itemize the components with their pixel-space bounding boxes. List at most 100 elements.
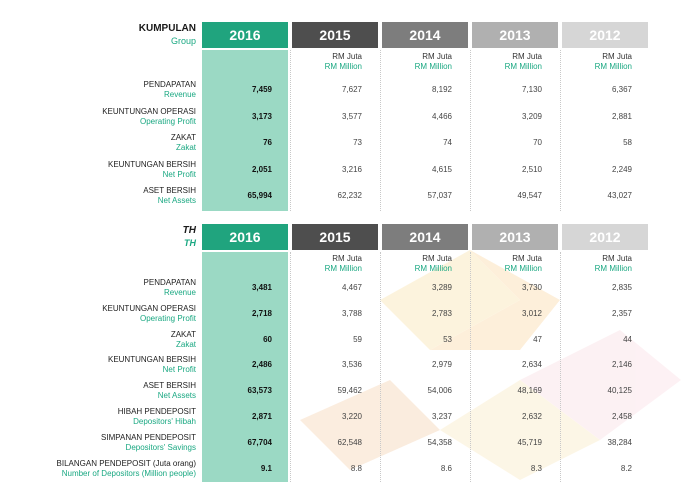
cell-2012: 58	[623, 138, 632, 147]
column-divider	[560, 252, 561, 483]
cell-2015: 62,548	[337, 437, 362, 447]
section-title-en: Group	[170, 36, 196, 46]
column-divider	[470, 50, 471, 211]
row-label: ASET BERSIH Net Assets	[0, 381, 196, 401]
row-label-en: Net Profit	[162, 169, 196, 179]
cell-2012: 2,458	[611, 412, 632, 421]
section-title: TH TH	[0, 225, 196, 249]
cell-2012: 8.2	[620, 463, 632, 473]
cell-2013: 3,209	[521, 111, 542, 121]
unit-en: RM Million	[504, 264, 542, 273]
year-header-2016: 2016	[202, 22, 288, 48]
cell-2015: 3,577	[341, 111, 362, 121]
unit-ms: RM Juta	[422, 254, 452, 263]
cell-2016: 2,051	[251, 164, 272, 174]
section-title: KUMPULAN Group	[0, 23, 196, 47]
unit-ms: RM Juta	[422, 52, 452, 61]
cell-2014: 74	[443, 138, 452, 147]
cell-2016: 3,481	[251, 283, 272, 292]
cell-2013: 49,547	[517, 191, 542, 200]
column-divider	[560, 50, 561, 211]
cell-2014: 57,037	[427, 191, 452, 200]
row-label-en: Zakat	[175, 143, 196, 152]
cell-2012: 2,357	[611, 308, 632, 318]
unit-en: RM Million	[594, 62, 632, 71]
cell-2016: 2,486	[251, 360, 272, 370]
cell-2012: 2,146	[611, 360, 632, 370]
unit-ms: RM Juta	[332, 52, 362, 61]
year-header-2012: 2012	[562, 224, 648, 250]
row-label-en: Net Assets	[157, 391, 196, 401]
row-label: BILANGAN PENDEPOSIT (Juta orang) Number o…	[0, 459, 196, 479]
year-header-2012: 2012	[562, 22, 648, 48]
cell-2015: 59,462	[337, 386, 362, 396]
cell-2015: 59	[353, 334, 362, 344]
cell-2014: 3,237	[431, 412, 452, 421]
cell-2014: 54,358	[427, 437, 452, 447]
unit-en: RM Million	[324, 264, 362, 273]
cell-2015: 8.8	[350, 463, 362, 473]
unit-ms: RM Juta	[602, 52, 632, 61]
unit-ms: RM Juta	[602, 254, 632, 263]
section-title-ms: TH	[182, 225, 196, 236]
cell-2012: 2,249	[611, 164, 632, 174]
cell-2013: 2,632	[521, 412, 542, 421]
cell-2016: 67,704	[247, 437, 272, 447]
cell-2014: 2,979	[431, 360, 452, 370]
row-label: ASET BERSIH Net Assets	[0, 186, 196, 206]
row-label-en: Revenue	[163, 288, 196, 297]
cell-2015: 3,220	[341, 412, 362, 421]
unit-en: RM Million	[594, 264, 632, 273]
column-divider	[470, 252, 471, 483]
cell-2014: 8.6	[440, 463, 452, 473]
row-label-ms: HIBAH PENDEPOSIT	[117, 407, 196, 416]
row-label-ms: BILANGAN PENDEPOSIT (Juta orang)	[56, 458, 196, 468]
cell-2013: 2,634	[521, 360, 542, 370]
cell-2014: 2,783	[431, 308, 452, 318]
row-label-en: Number of Depositors (Million people)	[61, 468, 196, 478]
row-label-en: Depositors' Hibah	[133, 417, 196, 426]
row-label: KEUNTUNGAN BERSIH Net Profit	[0, 355, 196, 375]
row-label-ms: PENDAPATAN	[143, 278, 196, 287]
year-header-2013: 2013	[472, 22, 558, 48]
unit-en: RM Million	[504, 62, 542, 71]
year-header-2016: 2016	[202, 224, 288, 250]
cell-2014: 3,289	[431, 283, 452, 292]
year-header-2014: 2014	[382, 224, 468, 250]
row-label-ms: KEUNTUNGAN OPERASI	[102, 303, 196, 313]
row-label-ms: KEUNTUNGAN BERSIH	[107, 159, 196, 169]
year-header-2015: 2015	[292, 224, 378, 250]
cell-2015: 62,232	[337, 191, 362, 200]
unit-ms: RM Juta	[512, 52, 542, 61]
year-header-2015: 2015	[292, 22, 378, 48]
cell-2016: 7,459	[251, 85, 272, 94]
cell-2015: 7,627	[341, 85, 362, 94]
year-header-2013: 2013	[472, 224, 558, 250]
cell-2016: 60	[263, 334, 272, 344]
highlight-2016-column	[202, 50, 288, 211]
row-label-ms: ZAKAT	[170, 133, 196, 142]
cell-2013: 8.3	[530, 463, 542, 473]
row-label-en: Zakat	[175, 339, 196, 349]
row-label: KEUNTUNGAN OPERASI Operating Profit	[0, 107, 196, 127]
column-divider	[380, 50, 381, 211]
row-label-ms: PENDAPATAN	[143, 80, 196, 89]
cell-2016: 76	[263, 138, 272, 147]
highlight-2016-column	[202, 252, 288, 483]
row-label: HIBAH PENDEPOSIT Depositors' Hibah	[0, 407, 196, 427]
section-title-en: TH	[184, 238, 196, 248]
row-label: ZAKAT Zakat	[0, 133, 196, 153]
cell-2014: 53	[443, 334, 452, 344]
row-label: KEUNTUNGAN BERSIH Net Profit	[0, 160, 196, 180]
cell-2015: 3,536	[341, 360, 362, 370]
column-divider	[290, 50, 291, 211]
row-label-ms: ASET BERSIH	[143, 381, 196, 391]
row-label-ms: KEUNTUNGAN BERSIH	[107, 355, 196, 365]
